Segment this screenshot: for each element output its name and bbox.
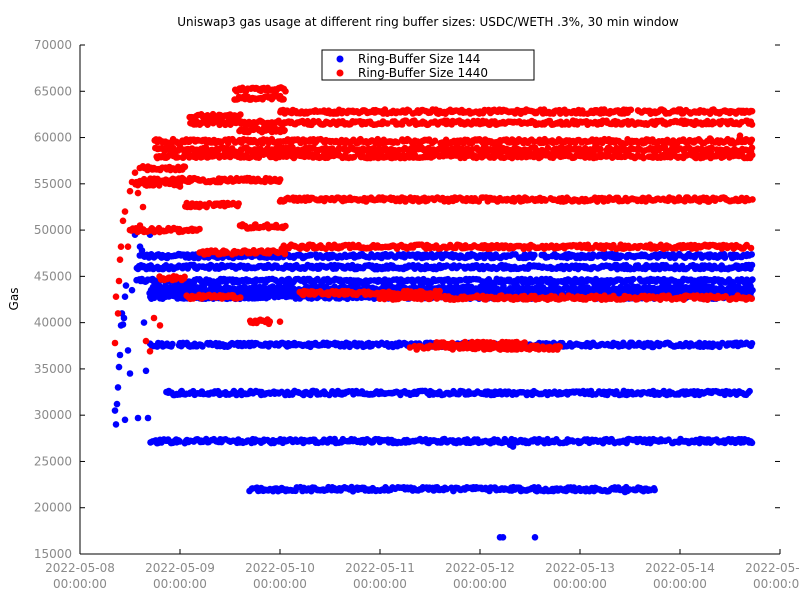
data-point <box>749 276 756 283</box>
data-point <box>721 254 729 261</box>
data-point <box>499 534 507 541</box>
data-point <box>509 443 517 450</box>
data-point <box>111 407 119 414</box>
data-point <box>144 414 152 422</box>
data-point <box>169 340 176 348</box>
data-point <box>516 485 524 493</box>
data-point <box>116 351 124 359</box>
data-point <box>280 96 287 103</box>
data-point <box>121 416 129 424</box>
data-point <box>281 127 288 134</box>
data-point <box>112 421 120 428</box>
data-point <box>486 439 494 447</box>
data-point <box>115 363 123 371</box>
data-point <box>122 282 130 289</box>
data-point <box>124 347 132 354</box>
data-point <box>748 121 756 128</box>
data-point <box>748 340 756 347</box>
data-point <box>748 261 756 269</box>
data-point <box>748 439 756 447</box>
data-point <box>140 319 148 326</box>
data-point <box>237 111 244 118</box>
chart-title: Uniswap3 gas usage at different ring buf… <box>177 15 679 29</box>
data-point <box>651 486 658 494</box>
data-points <box>111 84 756 541</box>
y-axis-label: Gas <box>7 288 21 311</box>
data-point <box>629 275 637 283</box>
data-point <box>119 321 127 328</box>
data-point <box>746 387 753 395</box>
data-point <box>282 88 289 95</box>
data-point <box>531 251 538 259</box>
data-point <box>627 106 635 114</box>
data-point <box>126 370 134 377</box>
data-point <box>748 107 756 115</box>
data-point <box>134 414 142 422</box>
series-2-points <box>111 84 756 355</box>
data-point <box>748 136 756 144</box>
data-point <box>621 488 629 496</box>
data-point <box>120 314 128 322</box>
data-point <box>121 293 129 301</box>
data-point <box>748 251 755 258</box>
data-point <box>128 286 136 294</box>
data-point <box>142 367 150 375</box>
series-1-points <box>111 231 756 541</box>
data-point <box>531 534 539 541</box>
data-point <box>113 400 121 408</box>
data-point <box>138 247 146 254</box>
data-point <box>114 384 122 391</box>
